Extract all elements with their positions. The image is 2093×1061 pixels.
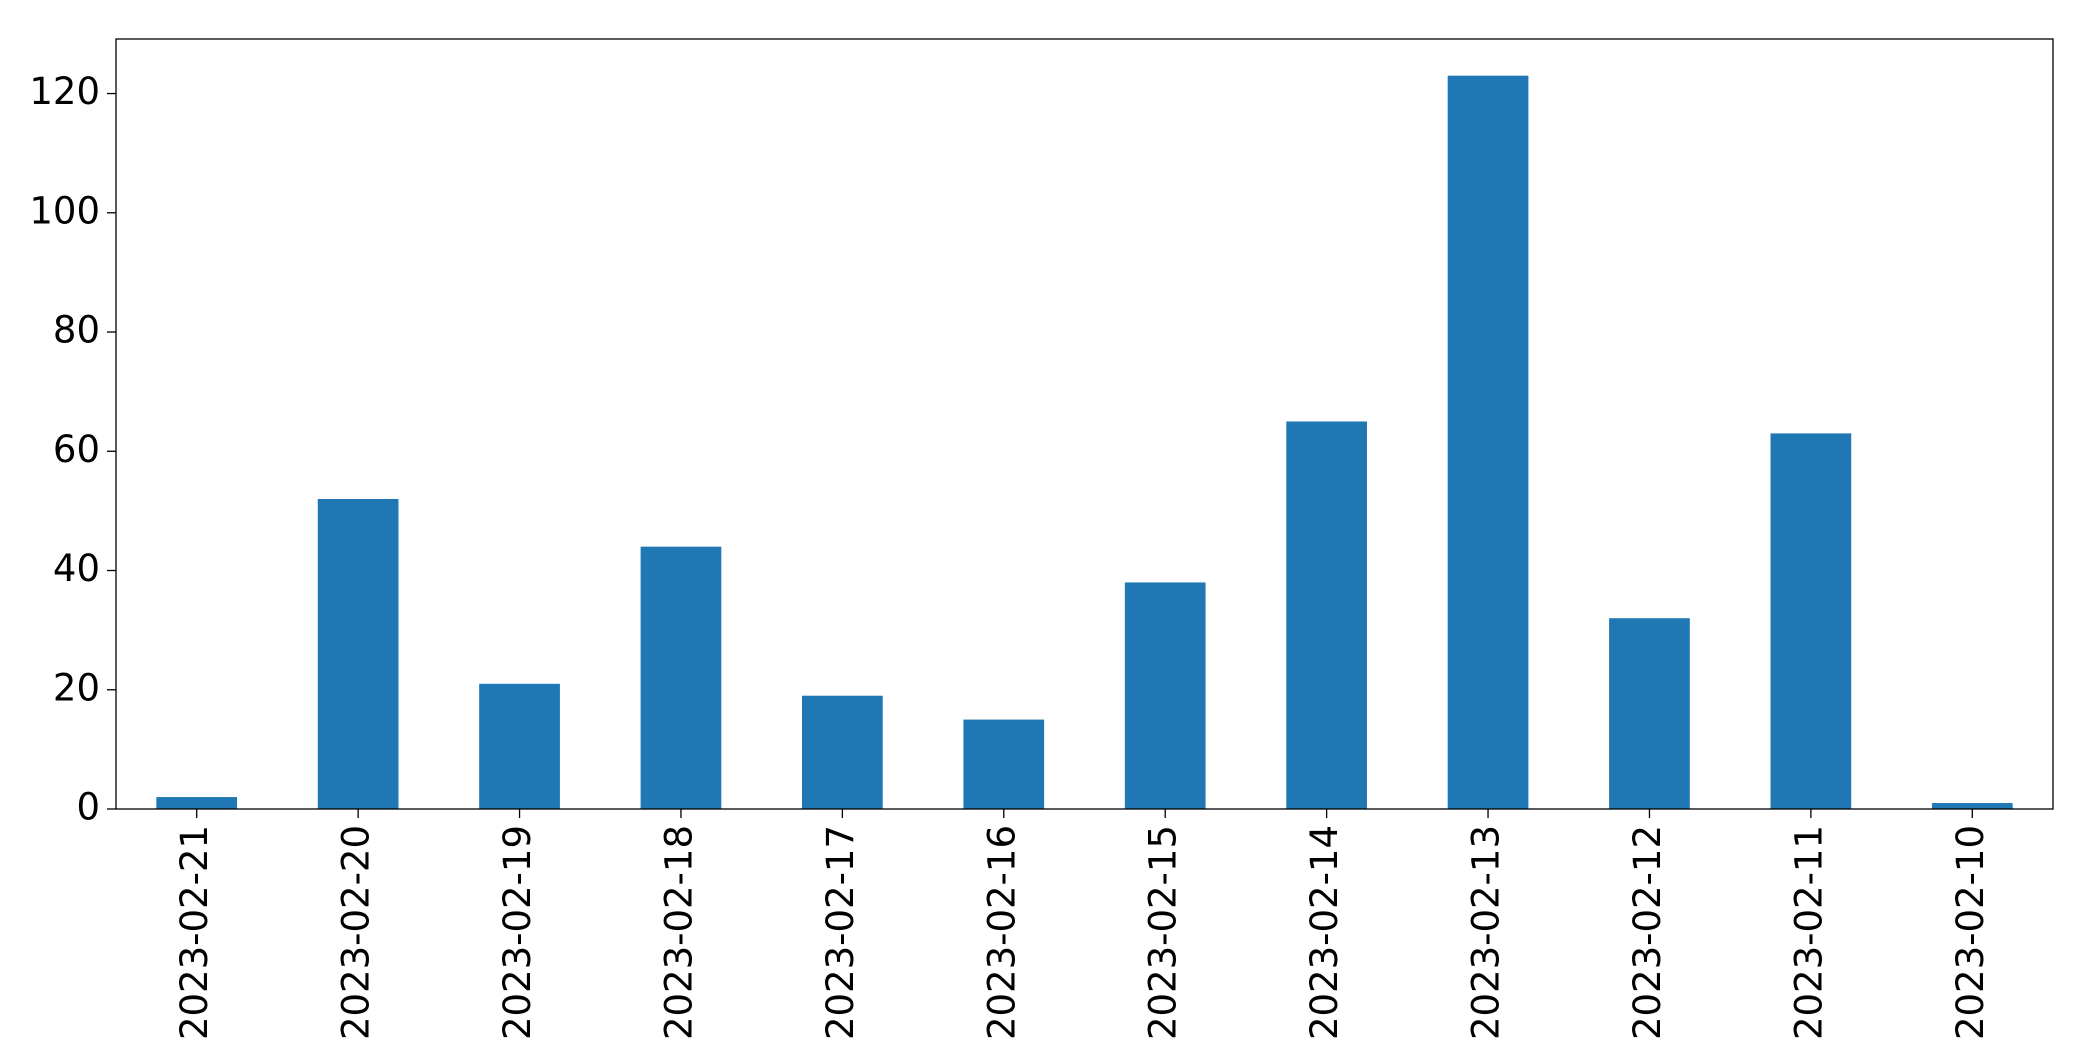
y-tick-label: 80	[53, 309, 100, 352]
y-tick-label: 60	[53, 428, 100, 471]
bar	[1447, 75, 1529, 809]
bar	[317, 498, 399, 809]
y-tick-label: 40	[53, 547, 100, 590]
bar	[479, 683, 560, 809]
y-tick-label: 0	[76, 786, 100, 829]
x-tick-label: 2023-02-16	[980, 825, 1023, 1040]
bar	[1931, 803, 2013, 809]
x-tick-label: 2023-02-13	[1465, 825, 1508, 1040]
bar	[1286, 421, 1367, 809]
x-tick-label: 2023-02-18	[657, 825, 700, 1040]
x-tick-label: 2023-02-20	[335, 825, 378, 1040]
plot-frame	[115, 38, 2054, 810]
x-tick-label: 2023-02-19	[496, 825, 539, 1040]
y-tick-label: 120	[29, 70, 100, 113]
bar	[1609, 618, 1690, 809]
x-tick-label: 2023-02-15	[1142, 825, 1185, 1040]
bar	[1124, 582, 1206, 809]
y-tick-label: 20	[53, 666, 100, 709]
x-tick-label: 2023-02-17	[819, 825, 862, 1040]
x-tick-label: 2023-02-21	[173, 825, 216, 1040]
x-tick-label: 2023-02-11	[1787, 825, 1830, 1040]
bar	[963, 719, 1045, 809]
bar	[802, 695, 883, 809]
bar	[640, 546, 722, 809]
x-tick-label: 2023-02-10	[1949, 825, 1992, 1040]
bar	[1770, 433, 1852, 809]
y-tick-label: 100	[29, 189, 100, 232]
x-tick-label: 2023-02-12	[1626, 825, 1669, 1040]
x-tick-label: 2023-02-14	[1303, 825, 1346, 1040]
bar	[156, 797, 238, 809]
